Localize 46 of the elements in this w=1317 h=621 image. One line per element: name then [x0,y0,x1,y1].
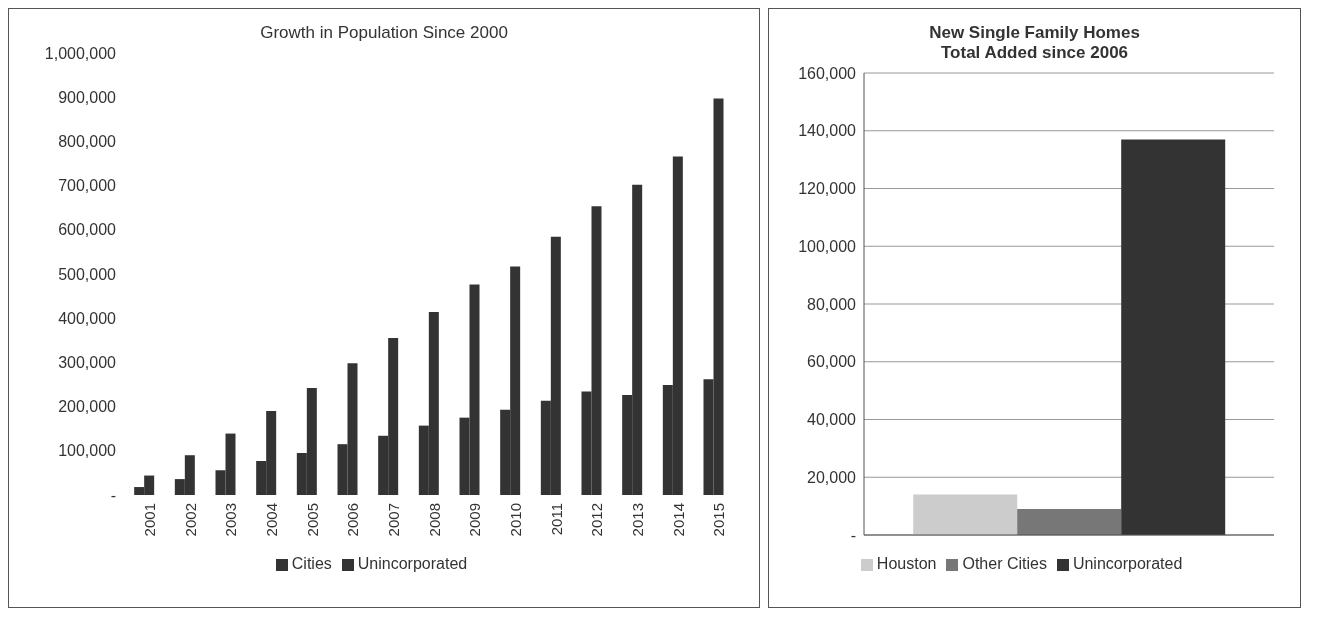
legend-label: Unincorporated [357,555,468,572]
y-tick-label: 120,000 [798,180,857,198]
x-tick-label: 2015 [710,503,728,537]
y-tick-label: 300,000 [58,354,117,372]
y-tick-label: 100,000 [798,237,857,255]
x-tick-label: 2010 [506,503,524,537]
x-tick-label: 2012 [588,503,606,537]
legend-label: Unincorporated [1072,555,1183,572]
bar [1121,139,1226,535]
x-tick-label: 2001 [140,503,158,537]
x-tick-label: 2009 [466,503,484,537]
x-tick-label: 2002 [181,503,199,537]
y-tick-label: 600,000 [58,221,117,239]
y-tick-label: 500,000 [58,265,117,283]
x-tick-label: 2008 [425,503,443,537]
x-tick-label: 2014 [669,503,687,537]
y-tick-label: 700,000 [58,177,117,195]
x-tick-label: 2005 [303,503,321,537]
legend-label: Cities [291,555,332,572]
y-tick-label: 80,000 [807,295,857,313]
x-tick-label: 2007 [384,503,402,537]
y-tick-label: - [110,486,116,504]
chart-subtitle: Total Added since 2006 [940,43,1130,63]
y-tick-label: 200,000 [58,398,117,416]
x-tick-label: 2004 [262,503,280,537]
y-tick-label: 20,000 [807,468,857,486]
y-tick-label: - [850,526,857,544]
bar [1017,509,1122,535]
chart-title: New Single Family Homes [928,23,1141,43]
y-tick-label: 100,000 [58,442,117,460]
y-tick-label: 400,000 [58,309,117,327]
legend-label: Houston [876,555,937,572]
y-tick-label: 40,000 [807,411,857,429]
chart-title: Growth in Population Since 2000 [259,23,509,43]
y-tick-label: 800,000 [58,133,117,151]
y-tick-label: 160,000 [798,64,857,82]
x-tick-label: 2011 [547,503,565,536]
y-tick-label: 60,000 [807,353,857,371]
bar [913,494,1018,535]
x-tick-label: 2006 [344,503,362,537]
x-tick-label: 2013 [628,503,646,537]
legend-label: Other Cities [962,555,1047,572]
x-tick-label: 2003 [222,503,240,537]
y-tick-label: 140,000 [798,122,857,140]
y-tick-label: 900,000 [58,88,117,106]
y-tick-label: 1,000,000 [44,44,117,62]
